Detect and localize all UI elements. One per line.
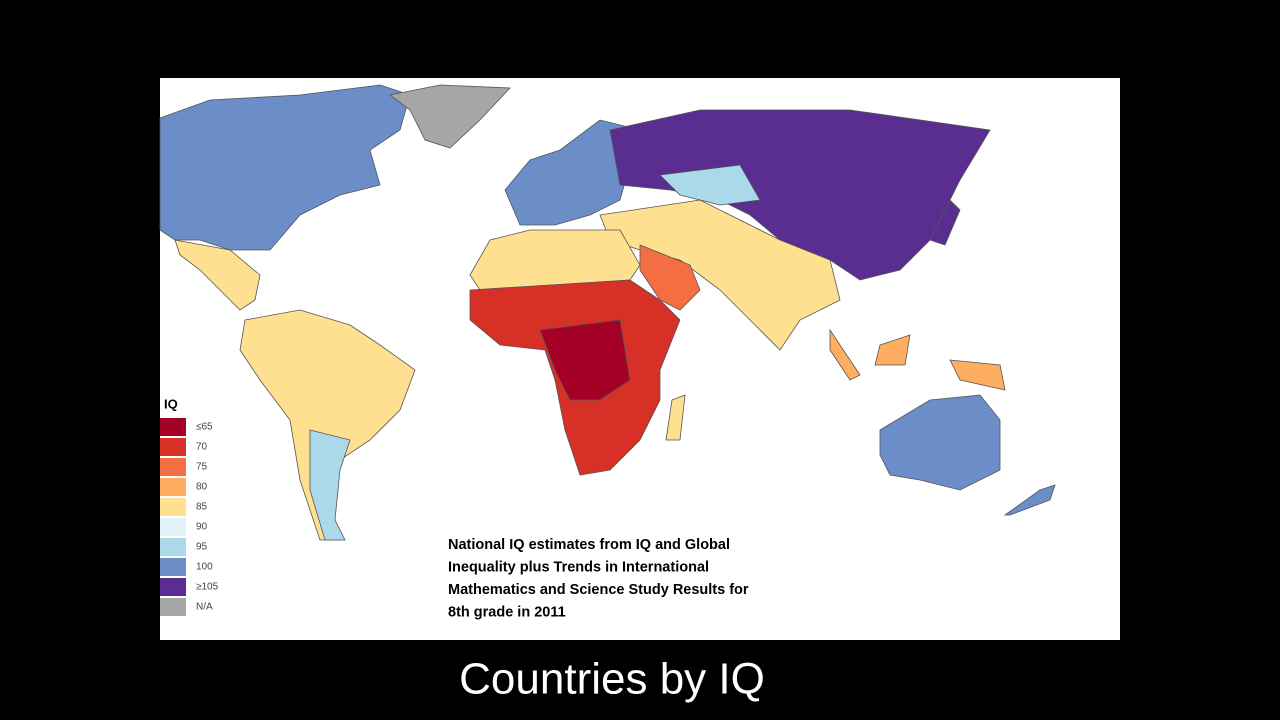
- caption-line: Mathematics and Science Study Results fo…: [448, 582, 749, 598]
- legend-swatch: [160, 598, 186, 616]
- legend-label: N/A: [196, 602, 213, 613]
- caption-line: Inequality plus Trends in International: [448, 559, 709, 575]
- legend: ≤65 70 75 80 85 90 95 100 ≥105 N/A: [160, 418, 219, 616]
- greenland: [389, 84, 511, 149]
- caption-line: National IQ estimates from IQ and Global: [448, 537, 730, 553]
- caption-line: 8th grade in 2011: [448, 604, 566, 620]
- subtitle: Countries by IQ: [459, 655, 765, 704]
- legend-label: 90: [196, 522, 208, 533]
- legend-swatch: [160, 538, 186, 556]
- legend-swatch: [160, 498, 186, 516]
- caption: National IQ estimates from IQ and Global…: [448, 537, 749, 621]
- legend-swatch: [160, 558, 186, 576]
- world-map: [159, 84, 1056, 541]
- central-asia: [659, 164, 761, 206]
- argentina: [309, 429, 351, 541]
- legend-swatch: [160, 518, 186, 536]
- legend-label: 80: [196, 482, 208, 493]
- sumatra: [829, 328, 861, 381]
- new-zealand: [1003, 484, 1056, 516]
- legend-swatch: [160, 438, 186, 456]
- north-america: [159, 84, 411, 251]
- legend-swatch: [160, 578, 186, 596]
- japan: [929, 199, 961, 246]
- legend-label: 85: [196, 502, 208, 513]
- legend-title: IQ: [164, 396, 178, 411]
- legend-label: ≥105: [196, 582, 219, 593]
- legend-swatch: [160, 418, 186, 436]
- new-guinea: [949, 359, 1006, 391]
- legend-label: 75: [196, 462, 208, 473]
- legend-swatch: [160, 478, 186, 496]
- australia: [879, 394, 1001, 491]
- central-africa: [539, 319, 631, 401]
- legend-label: 95: [196, 542, 208, 553]
- legend-label: 70: [196, 442, 208, 453]
- madagascar: [665, 394, 686, 441]
- legend-label: ≤65: [196, 422, 213, 433]
- arabia: [639, 244, 701, 311]
- legend-label: 100: [196, 562, 213, 573]
- borneo: [874, 334, 911, 366]
- legend-swatch: [160, 458, 186, 476]
- central-america: [174, 239, 261, 311]
